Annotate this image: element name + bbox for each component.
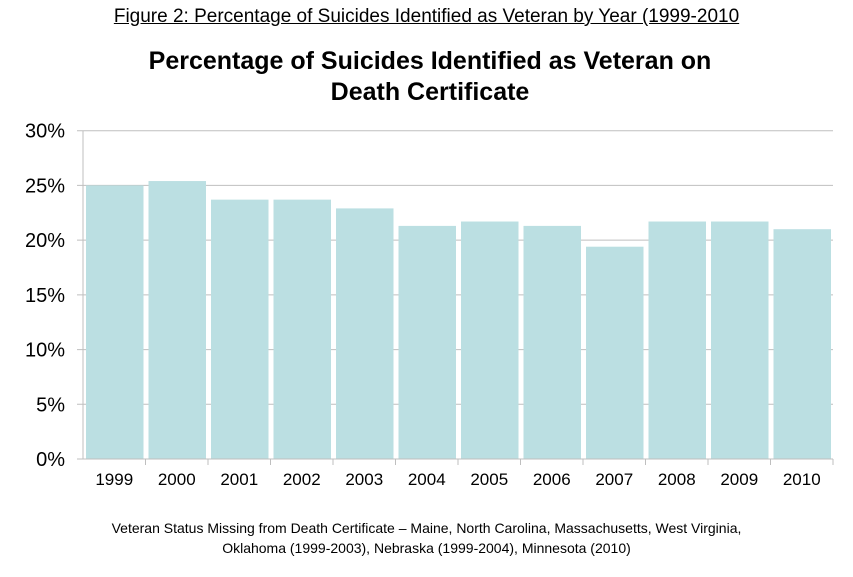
y-tick-label: 20%	[25, 230, 65, 252]
chart-title-line-1: Percentage of Suicides Identified as Vet…	[148, 47, 712, 75]
x-tick-label: 2009	[720, 470, 758, 489]
x-tick-label: 1999	[95, 470, 133, 489]
bar-2000	[148, 181, 206, 459]
bar-2010	[773, 229, 831, 459]
footnote-line-1: Veteran Status Missing from Death Certif…	[111, 520, 742, 536]
x-tick-label: 2002	[283, 470, 321, 489]
x-tick-label: 2003	[345, 470, 383, 489]
x-tick-label: 2006	[533, 470, 571, 489]
chart-title-line-2: Death Certificate	[330, 78, 530, 106]
figure-caption: Figure 2: Percentage of Suicides Identif…	[0, 6, 853, 28]
x-tick-label: 2001	[220, 470, 258, 489]
y-tick-label: 5%	[36, 394, 65, 416]
bar-2001	[211, 199, 269, 459]
bar-2008	[648, 221, 706, 459]
y-tick-label: 30%	[25, 121, 65, 143]
bar-2005	[461, 221, 519, 459]
footnote: Veteran Status Missing from Death Certif…	[0, 518, 853, 558]
y-tick-label: 15%	[25, 285, 65, 307]
bar-2006	[523, 225, 581, 459]
figure-caption-text: Figure 2: Percentage of Suicides Identif…	[113, 6, 740, 27]
bar-2007	[586, 246, 644, 459]
x-tick-label: 2007	[595, 470, 633, 489]
footnote-line-2: Oklahoma (1999-2003), Nebraska (1999-200…	[222, 540, 631, 556]
y-tick-label: 0%	[36, 449, 65, 471]
bar-2003	[336, 208, 394, 459]
bar-2002	[273, 199, 331, 459]
y-tick-label: 25%	[25, 175, 65, 197]
bar-1999	[86, 185, 144, 459]
x-tick-label: 2000	[158, 470, 196, 489]
x-tick-label: 2008	[658, 470, 696, 489]
chart-title: Percentage of Suicides Identified as Vet…	[60, 46, 800, 108]
y-tick-label: 10%	[25, 340, 65, 362]
x-tick-label: 2005	[470, 470, 508, 489]
bar-2009	[711, 221, 769, 459]
x-tick-label: 2010	[783, 470, 821, 489]
x-tick-label: 2004	[408, 470, 446, 489]
bar-2004	[398, 225, 456, 459]
